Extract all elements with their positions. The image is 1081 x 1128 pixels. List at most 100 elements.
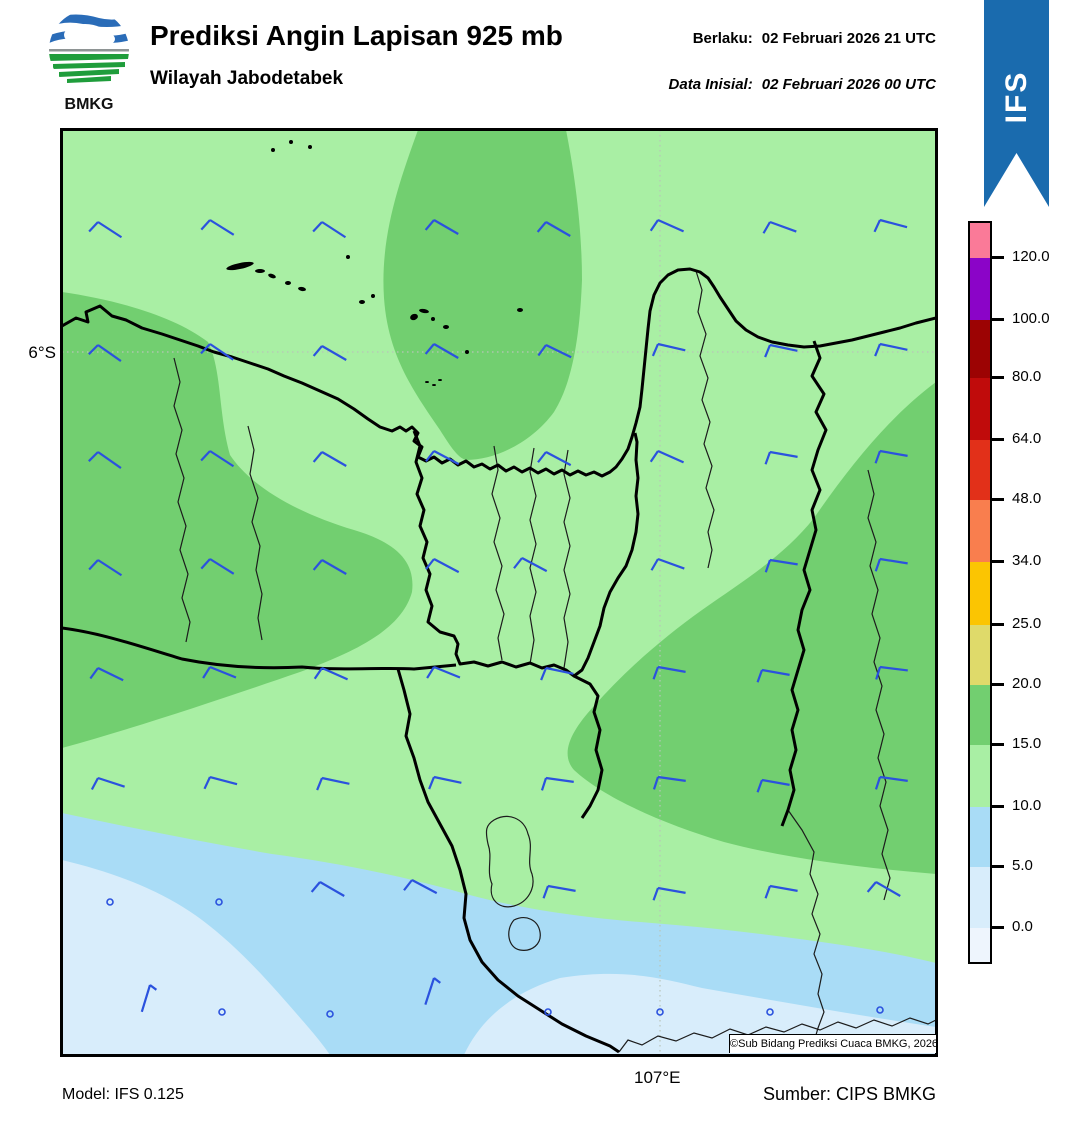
wind-barb-stroke: [312, 559, 323, 571]
colorbar-tick: [992, 318, 1004, 321]
wind-barb-stroke: [537, 451, 547, 463]
wind-barb-stroke: [209, 219, 235, 236]
island-shape: [371, 294, 375, 298]
region-wind-15-20-center: [383, 130, 582, 460]
colorbar-gradient: [968, 221, 992, 964]
colorbar-tick-label: 34.0: [1012, 552, 1042, 569]
island-shape: [359, 300, 365, 304]
wind-barb-stroke: [428, 776, 436, 790]
island-shape: [255, 269, 265, 273]
wind-barb-stroke: [433, 558, 460, 574]
wind-barb-stroke: [874, 450, 882, 464]
wind-barb-stroke: [652, 887, 660, 901]
island-shape: [438, 379, 442, 381]
island-shape: [443, 325, 449, 329]
wind-barb-stroke: [875, 881, 901, 897]
wind-barb-stroke: [542, 885, 550, 899]
wind-barb-stroke: [764, 451, 772, 465]
colorbar-tick-label: 48.0: [1012, 490, 1042, 507]
wind-barb-stroke: [90, 777, 99, 790]
wind-barb-stroke: [312, 451, 323, 463]
wind-barb-stroke: [202, 666, 211, 679]
wind-barb-stroke: [203, 776, 211, 790]
wind-barb-stroke: [545, 344, 572, 359]
wind-barb-stroke: [873, 219, 881, 233]
wind-barb-stroke: [321, 451, 347, 467]
wind-barb-stroke: [425, 558, 435, 570]
wind-barb-stroke: [652, 666, 660, 680]
wind-barbs-group: [88, 218, 908, 1018]
wind-barb-stroke: [89, 667, 99, 680]
wind-barb-stroke: [761, 668, 790, 676]
wind-barb-stroke: [319, 881, 345, 897]
wind-barb-stroke: [140, 984, 152, 1013]
wind-barb-stroke: [545, 776, 574, 783]
calm-wind-marker: [876, 1006, 884, 1014]
wind-barb-stroke: [875, 666, 882, 680]
island-shape: [346, 255, 350, 259]
wind-barb-stroke: [769, 884, 798, 892]
wind-barb-stroke: [547, 884, 576, 892]
bmkg-logo-emblem: [49, 10, 129, 83]
wind-barb-stroke: [403, 879, 413, 891]
wind-barb-stroke: [97, 451, 122, 469]
colorbar-tick: [992, 743, 1004, 746]
island-shape: [298, 286, 306, 292]
wind-barb-stroke: [433, 775, 462, 784]
wind-barb-stroke: [879, 449, 908, 457]
wind-barb-stroke: [756, 779, 764, 793]
wind-barb-stroke: [88, 221, 99, 233]
wind-barb-stroke: [321, 221, 347, 239]
wind-barb-stroke: [657, 665, 686, 673]
wind-barb-stroke: [764, 885, 772, 899]
logo-cloud-icon: [85, 31, 115, 47]
wind-barb-stroke: [756, 669, 764, 683]
wind-barb-stroke: [769, 220, 797, 233]
wind-barb-stroke: [149, 984, 158, 991]
map-copyright: ©Sub Bidang Prediksi Cuaca BMKG, 2026: [729, 1034, 938, 1053]
logo-text: BMKG: [65, 96, 114, 113]
wind-barb-stroke: [433, 665, 461, 679]
calm-wind-marker: [656, 1008, 664, 1016]
logo-field-stripe-icon: [53, 62, 125, 69]
wind-barb-stroke: [209, 450, 235, 468]
wind-barb-stroke: [874, 558, 882, 572]
calm-wind-marker: [766, 1008, 774, 1016]
initial-time-value: 02 Februari 2026 00 UTC: [761, 76, 936, 93]
colorbar-segment: [970, 440, 990, 500]
calm-wind-marker: [106, 898, 114, 906]
initial-time-line: Data Inisial: 02 Februari 2026 00 UTC: [669, 76, 936, 93]
wind-barb-stroke: [88, 451, 99, 462]
jakarta-boundary: [412, 430, 640, 678]
calm-wind-marker: [326, 1010, 334, 1018]
ifs-ribbon-label: IFS: [1000, 71, 1033, 124]
wind-barb-stroke: [513, 557, 523, 569]
region-wind-0-5-southwest: [62, 860, 330, 1055]
colorbar-segment: [970, 685, 990, 745]
island-shape: [285, 281, 291, 285]
wind-barb-stroke: [209, 343, 234, 361]
island-shape: [271, 148, 275, 152]
wind-barb-stroke: [879, 665, 908, 672]
longitude-axis-label: 107°E: [634, 1068, 681, 1087]
calm-wind-marker: [215, 898, 223, 906]
island-shape: [308, 145, 312, 149]
colorbar-tick: [992, 256, 1004, 259]
logo-sky-wave-icon: [49, 14, 129, 28]
wind-barb-stroke: [200, 343, 211, 355]
wind-barb-stroke: [657, 218, 685, 233]
island-shape: [410, 313, 418, 321]
island-shape: [268, 273, 276, 279]
wind-barb-stroke: [769, 343, 798, 352]
wind-barb-stroke: [433, 219, 459, 235]
wind-barb-stroke: [657, 449, 685, 464]
wind-barb-stroke: [650, 558, 659, 571]
wind-barb-stroke: [657, 886, 686, 894]
colorbar-segment: [970, 258, 990, 320]
wind-barb-stroke: [540, 777, 548, 791]
wind-barb-stroke: [545, 221, 571, 237]
colorbar-tick-label: 15.0: [1012, 735, 1042, 752]
wind-barb-stroke: [433, 977, 441, 984]
district-boundaries: [173, 270, 936, 1053]
province-boundaries: [62, 340, 828, 1054]
